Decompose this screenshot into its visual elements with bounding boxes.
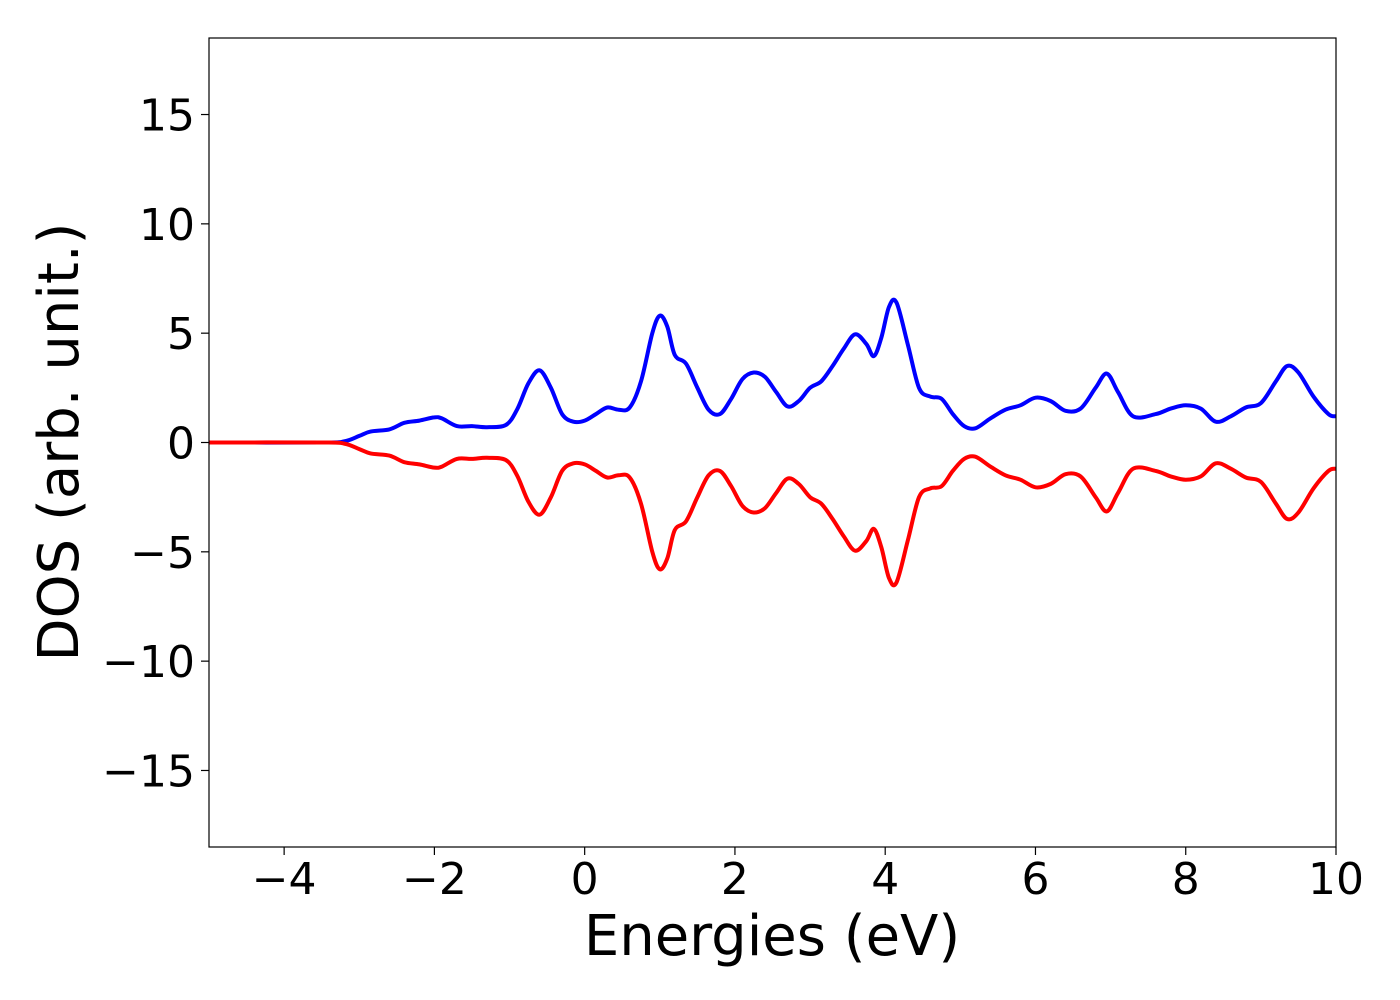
- x-tick-label: 2: [721, 854, 749, 905]
- x-tick-label: 10: [1308, 854, 1364, 905]
- y-tick-label: 15: [139, 91, 195, 142]
- x-tick-label: −4: [252, 854, 317, 905]
- x-axis-label: Energies (eV): [584, 904, 960, 969]
- series-line-0: [208, 297, 1337, 445]
- x-axis: −4 −2 0 2 4 6 8 10: [252, 847, 1364, 905]
- plot-frame: [208, 37, 1337, 848]
- y-tick-label: 10: [139, 200, 195, 251]
- series-layer: [208, 297, 1337, 588]
- x-tick-label: 8: [1172, 854, 1200, 905]
- y-tick-label: −10: [102, 637, 195, 688]
- y-tick-label: 5: [167, 309, 195, 360]
- y-axis: 15 10 5 0 −5 −10 −15: [102, 91, 209, 797]
- y-axis-label: DOS (arb. unit.): [27, 222, 92, 661]
- y-tick-label: −15: [102, 746, 195, 797]
- x-tick-label: 4: [871, 854, 899, 905]
- series-line-1: [208, 440, 1337, 588]
- x-tick-label: 6: [1021, 854, 1049, 905]
- x-tick-label: 0: [571, 854, 599, 905]
- x-tick-label: −2: [402, 854, 467, 905]
- y-tick-label: −5: [130, 528, 195, 579]
- y-tick-label: 0: [167, 419, 195, 470]
